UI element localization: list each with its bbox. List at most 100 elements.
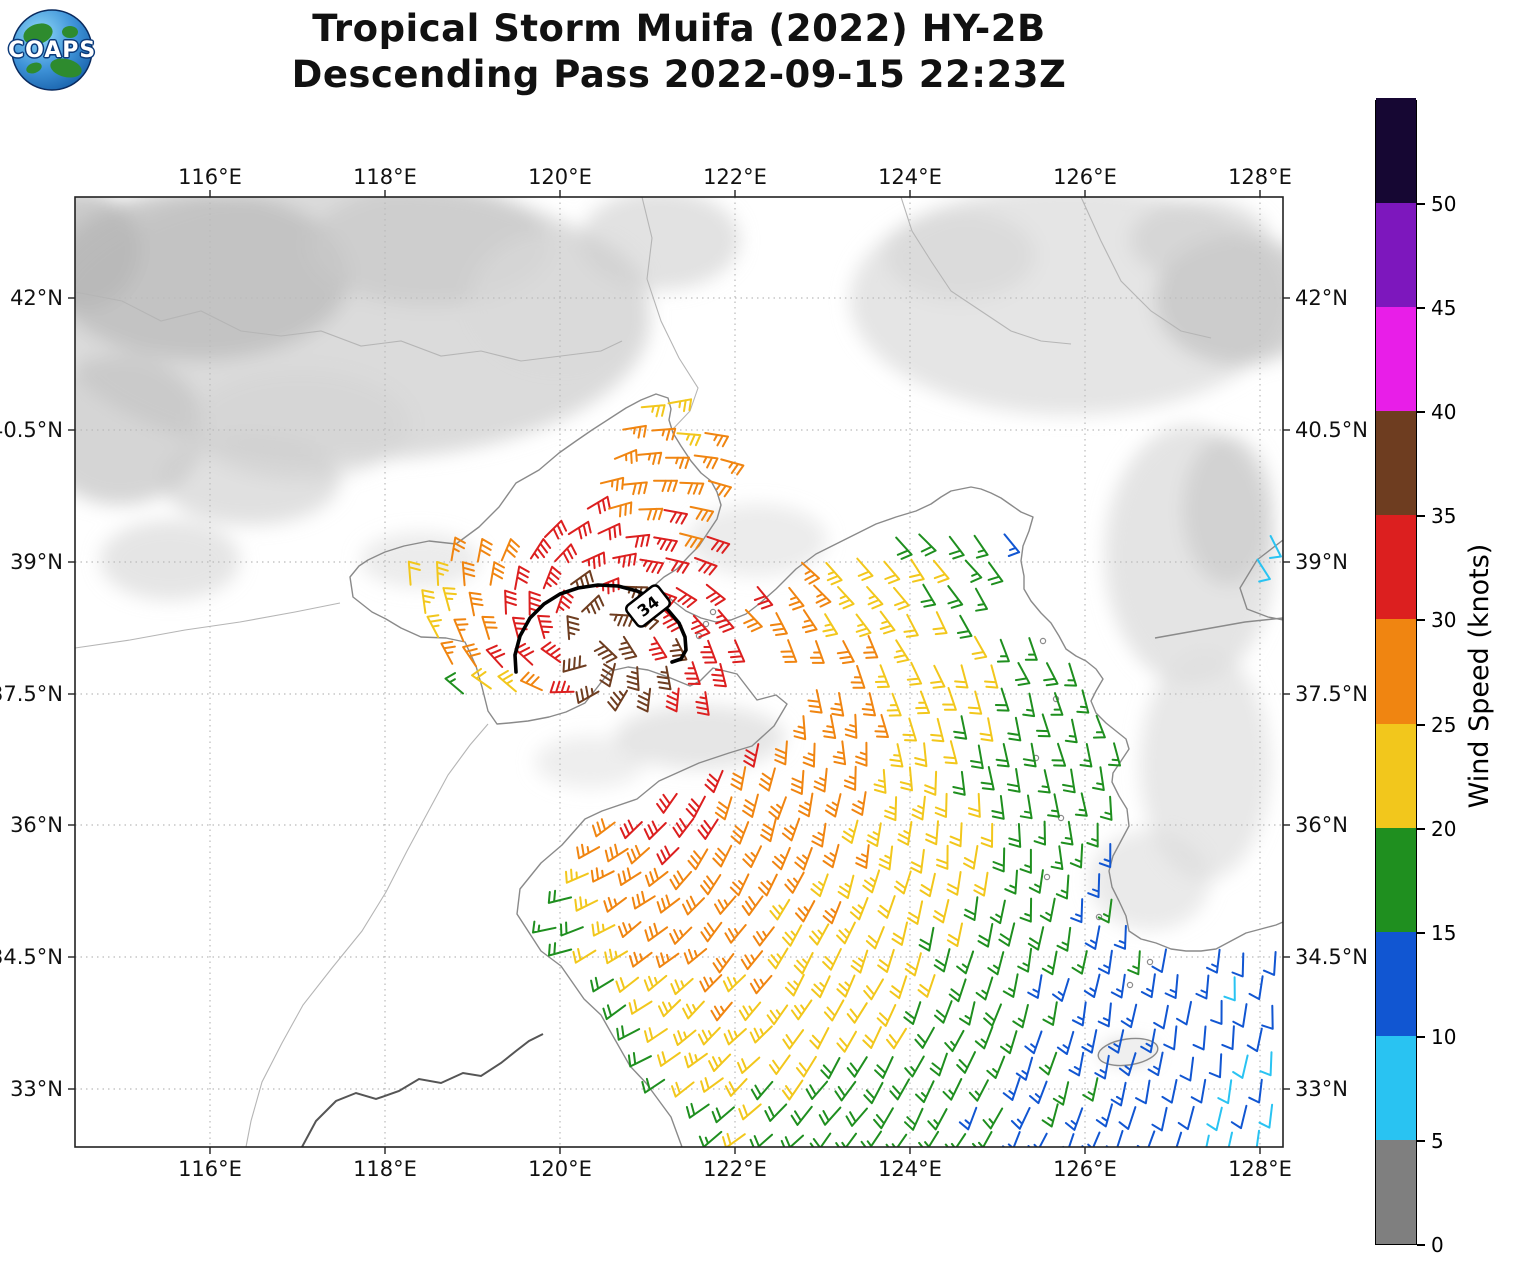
- wind-barb: [980, 766, 995, 791]
- wind-barb: [722, 974, 746, 993]
- small-island: [1146, 958, 1154, 966]
- terrain-blob: [535, 736, 645, 788]
- wind-barb: [1086, 822, 1099, 848]
- wind-barb: [631, 890, 656, 910]
- wind-barb: [983, 1003, 1002, 1027]
- wind-barb: [793, 715, 807, 741]
- lat-tick-label-right: 40.5°N: [1295, 418, 1368, 442]
- colorbar-tick-label: 35: [1431, 504, 1457, 529]
- wind-barb: [795, 900, 816, 923]
- wind-barb: [1099, 795, 1113, 821]
- wind-barb: [979, 717, 994, 742]
- colorbar-tick-label: 10: [1431, 1024, 1457, 1049]
- lat-tick-label-right: 34.5°N: [1295, 945, 1368, 969]
- wind-barb: [1223, 976, 1236, 1002]
- wind-barb: [904, 1055, 925, 1078]
- wind-barb: [453, 618, 469, 642]
- province-border: [1080, 197, 1212, 339]
- contour-34kt: [513, 583, 688, 674]
- wind-barb: [980, 822, 994, 848]
- wind-barb: [968, 1079, 989, 1102]
- wind-barb: [1022, 692, 1036, 718]
- wind-barb: [628, 951, 653, 968]
- wind-barb: [1147, 1051, 1164, 1077]
- wind-barb: [1014, 662, 1031, 686]
- wind-barb: [874, 664, 890, 689]
- wind-barb: [643, 820, 667, 841]
- wind-barb: [915, 1080, 935, 1104]
- wind-barb: [958, 1106, 978, 1131]
- wind-barb: [690, 614, 711, 639]
- wind-barb: [956, 614, 973, 639]
- wind-barb: [889, 743, 904, 768]
- wind-barb: [740, 950, 764, 971]
- wind-barb: [877, 895, 896, 919]
- wind-barb: [570, 569, 594, 589]
- wind-barb: [989, 899, 1006, 925]
- wind-barb: [992, 847, 1006, 873]
- colorbar-tick-mark: [1417, 203, 1425, 206]
- wind-barb: [932, 611, 948, 636]
- wind-barb: [644, 922, 669, 942]
- wind-barb: [915, 690, 931, 715]
- wind-barb: [1037, 769, 1051, 794]
- small-island: [1095, 913, 1103, 921]
- wind-barb: [1047, 793, 1060, 818]
- wind-barb: [737, 1056, 761, 1074]
- colorbar-tick-label: 0: [1431, 1233, 1444, 1257]
- wind-barb: [1176, 1000, 1192, 1026]
- wind-barb: [442, 587, 457, 612]
- wind-barb: [813, 584, 832, 608]
- wind-barb: [904, 952, 922, 977]
- wind-barb: [1002, 1131, 1021, 1147]
- wind-barb: [811, 822, 827, 848]
- wind-barb: [1140, 973, 1156, 999]
- wind-barb: [946, 922, 963, 947]
- figure-title: Tropical Storm Muifa (2022) HY-2B Descen…: [75, 6, 1283, 98]
- wind-barb: [714, 796, 733, 821]
- colorbar-segment-50: [1376, 98, 1416, 204]
- wind-barb: [743, 743, 760, 768]
- terrain-blob: [360, 532, 480, 588]
- wind-barb: [943, 740, 958, 765]
- wind-barb: [1097, 898, 1113, 924]
- lon-tick-label-top: 118°E: [353, 165, 417, 189]
- wind-barb: [795, 1055, 817, 1078]
- wind-barb: [907, 900, 924, 925]
- coaps-logo: COAPS: [8, 6, 96, 94]
- wind-barb: [613, 449, 638, 464]
- wind-barb: [972, 1131, 993, 1147]
- wind-barb: [984, 664, 999, 689]
- wind-barb: [572, 948, 597, 964]
- wind-barb: [1259, 1051, 1273, 1077]
- wind-barb: [749, 1133, 773, 1147]
- lat-tick-label-right: 37.5°N: [1295, 682, 1368, 706]
- wind-barb: [855, 613, 872, 638]
- wind-barb: [1227, 1131, 1233, 1147]
- wind-barb: [874, 1056, 894, 1079]
- wind-barb: [886, 692, 902, 717]
- wind-barb: [855, 741, 868, 767]
- wind-barb: [1029, 1080, 1048, 1105]
- wind-barb: [836, 921, 856, 945]
- wind-barb: [899, 766, 913, 792]
- wind-barb: [1051, 742, 1067, 767]
- wind-barb: [948, 535, 965, 560]
- wind-barb: [694, 557, 718, 576]
- small-island: [709, 608, 717, 616]
- colorbar-segment-45: [1376, 202, 1416, 308]
- wind-barb: [861, 692, 876, 717]
- wind-barb: [879, 610, 896, 635]
- wind-barb: [697, 1026, 721, 1046]
- wind-barb: [656, 792, 678, 814]
- wind-barb: [1113, 924, 1127, 950]
- lat-tick-label-left: 39°N: [10, 550, 63, 574]
- wind-barb: [628, 999, 653, 1015]
- wind-barb: [639, 558, 664, 574]
- wind-barb: [841, 819, 859, 844]
- colorbar-tick-mark: [1417, 723, 1425, 726]
- wind-barb: [866, 586, 884, 610]
- wind-barb: [608, 501, 633, 518]
- wind-barb: [933, 948, 951, 973]
